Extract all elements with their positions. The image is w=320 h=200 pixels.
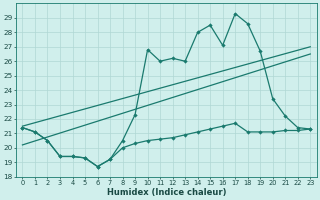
X-axis label: Humidex (Indice chaleur): Humidex (Indice chaleur) — [107, 188, 226, 197]
